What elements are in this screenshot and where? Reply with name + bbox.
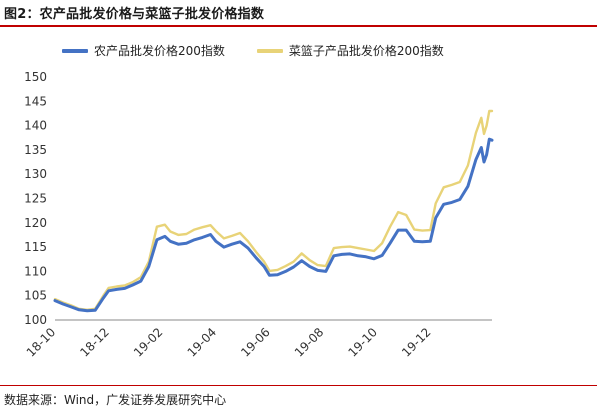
y-tick-label: 125 <box>24 192 47 206</box>
series-line-2 <box>53 109 494 311</box>
x-tick-label: 19-10 <box>345 325 380 360</box>
legend-swatch-series-1 <box>62 48 88 53</box>
title-bar: 图2：农产品批发价格与菜篮子批发价格指数 <box>0 0 597 24</box>
title-rule <box>0 25 597 27</box>
x-tick-label: 18-12 <box>77 325 112 360</box>
legend-item-series-1: 农产品批发价格200指数 <box>62 42 225 59</box>
y-tick-label: 130 <box>24 167 47 181</box>
line-chart: 100 105 110 115 120 125 130 135 140 145 150 18-10 18… <box>24 70 494 360</box>
y-tick-label: 110 <box>24 264 47 278</box>
x-tick-label: 19-08 <box>292 325 327 360</box>
y-tick-label: 100 <box>24 313 47 327</box>
x-tick-label: 18-10 <box>24 325 59 360</box>
y-tick-label: 115 <box>24 240 47 254</box>
x-tick-label: 19-12 <box>399 325 434 360</box>
legend-swatch-series-2 <box>256 48 283 53</box>
x-tick-label: 19-06 <box>238 325 273 360</box>
figure-title: 图2：农产品批发价格与菜篮子批发价格指数 <box>4 7 265 22</box>
x-tick-label: 19-04 <box>185 325 220 360</box>
series-line-1 <box>53 137 494 313</box>
y-tick-label: 140 <box>24 119 47 133</box>
y-tick-label: 135 <box>24 143 47 157</box>
y-tick-label: 105 <box>24 289 47 303</box>
y-tick-label: 145 <box>24 94 47 108</box>
footer-rule <box>0 385 597 386</box>
source-note: 数据来源：Wind，广发证券发展研究中心 <box>4 393 227 407</box>
y-tick-label: 120 <box>24 216 47 230</box>
legend-label-series-1: 农产品批发价格200指数 <box>94 44 225 58</box>
legend: 农产品批发价格200指数 菜篮子产品批发价格200指数 <box>62 42 444 59</box>
chart-area: 100 105 110 115 120 125 130 135 140 145 150 18-10 18… <box>0 30 597 385</box>
legend-item-series-2: 菜篮子产品批发价格200指数 <box>256 42 444 59</box>
legend-label-series-2: 菜篮子产品批发价格200指数 <box>288 44 444 58</box>
x-tick-label: 19-02 <box>131 325 166 360</box>
y-tick-label: 150 <box>24 70 47 84</box>
